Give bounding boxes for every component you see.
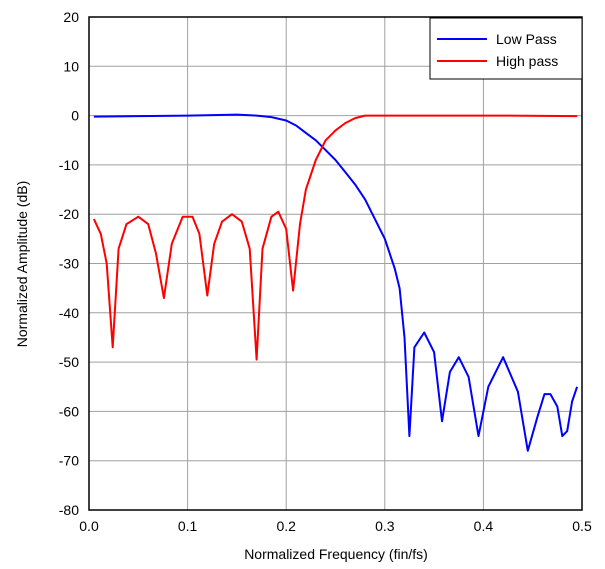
series-line-low-pass: [93, 113, 579, 452]
legend: Low Pass High pass: [429, 17, 583, 80]
x-tick-label: 0.3: [375, 518, 395, 534]
y-tick-label: -30: [59, 256, 79, 272]
x-tick-label: 0.4: [474, 518, 494, 534]
y-tick-label: -60: [59, 403, 79, 419]
x-tick-label: 0.1: [178, 518, 198, 534]
x-axis-tick-labels: 0.0 0.1 0.2 0.3 0.4 0.5: [79, 518, 592, 534]
y-tick-label: 20: [63, 9, 79, 25]
x-tick-label: 0.0: [79, 518, 99, 534]
y-tick-label: -10: [59, 157, 79, 173]
y-tick-label: -50: [59, 354, 79, 370]
y-tick-label: -80: [59, 502, 79, 518]
legend-label-high-pass: High pass: [496, 53, 558, 69]
y-axis-tick-labels: 20 10 0 -10 -20 -30 -40 -50 -60 -70 -80: [59, 9, 79, 518]
x-tick-label: 0.2: [276, 518, 296, 534]
y-tick-label: 10: [63, 58, 79, 74]
y-axis-label: Normalized Amplitude (dB): [14, 181, 30, 348]
plot-frame: [88, 16, 583, 511]
series-line-high-pass: [92, 114, 578, 361]
y-tick-label: 0: [71, 108, 79, 124]
legend-box: [429, 17, 583, 80]
legend-label-low-pass: Low Pass: [496, 31, 557, 47]
y-tick-label: -20: [59, 206, 79, 222]
x-tick-label: 0.5: [572, 518, 592, 534]
y-tick-label: -70: [59, 453, 79, 469]
y-tick-label: -40: [59, 305, 79, 321]
x-axis-label: Normalized Frequency (fin/fs): [244, 546, 428, 562]
series-lines: [92, 113, 579, 452]
